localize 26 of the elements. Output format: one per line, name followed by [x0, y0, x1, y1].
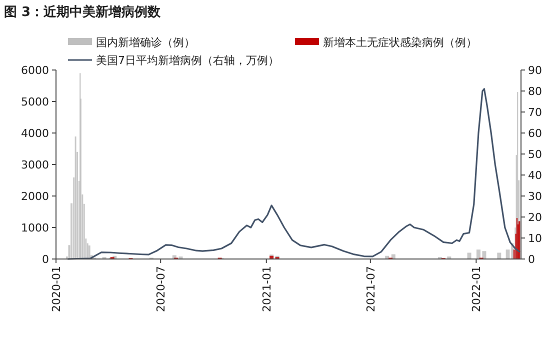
y-tick-label: 3000 [21, 158, 49, 172]
y2-tick-label: 90 [528, 64, 542, 77]
y-tick-label: 0 [42, 253, 49, 266]
y2-tick-label: 20 [528, 211, 542, 224]
y2-tick-label: 10 [528, 232, 542, 245]
legend-label: 新增本土无症状感染病例（例） [323, 36, 477, 49]
y2-tick-label: 70 [528, 106, 542, 119]
x-tick-label: 2021-07 [364, 266, 378, 312]
y2-tick-label: 80 [528, 85, 542, 98]
y-tick-label: 6000 [21, 64, 49, 77]
y2-tick-label: 50 [528, 148, 542, 161]
chart-title: 图 3：近期中美新增病例数 [4, 4, 162, 20]
legend-label: 国内新增确诊（例） [96, 36, 195, 49]
y2-tick-label: 60 [528, 127, 542, 140]
x-tick-label: 2022-01 [470, 266, 484, 312]
y2-tick-label: 30 [528, 190, 542, 203]
y-tick-label: 5000 [21, 96, 49, 108]
legend-label: 美国7日平均新增病例（右轴，万例） [96, 54, 279, 67]
y-tick-label: 4000 [21, 127, 49, 140]
x-tick-label: 2021-01 [260, 266, 274, 312]
x-tick-label: 2020-01 [50, 266, 63, 312]
y-tick-label: 1000 [21, 222, 49, 234]
y2-tick-label: 0 [528, 253, 535, 266]
y2-tick-label: 40 [528, 169, 542, 182]
x-tick-label: 2020-07 [154, 266, 168, 312]
y-tick-label: 2000 [21, 190, 49, 203]
